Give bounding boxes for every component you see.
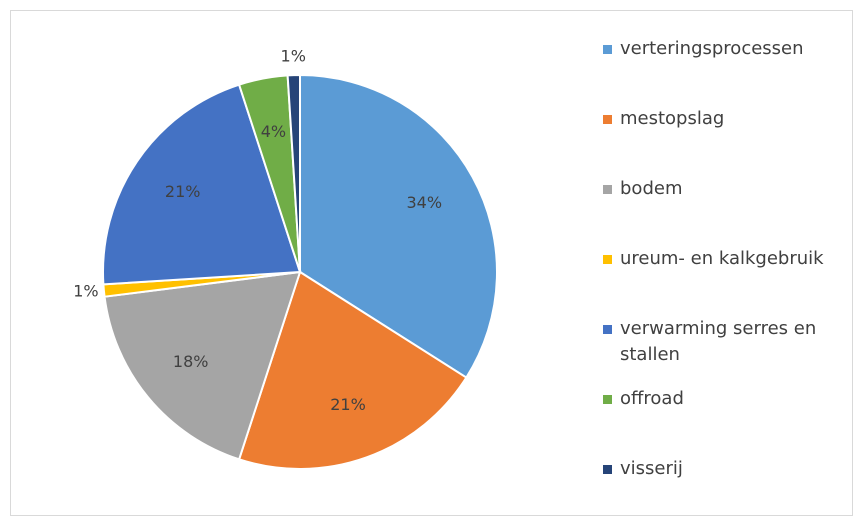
legend-item: verteringsprocessen — [603, 36, 843, 62]
legend-label: visserij — [620, 458, 683, 479]
data-label: 21% — [330, 395, 366, 414]
legend-item: verwarming serres en stallen — [603, 316, 843, 368]
legend-swatch — [603, 255, 612, 264]
legend-item: mestopslag — [603, 106, 843, 132]
legend-label: offroad — [620, 388, 684, 409]
legend-item: ureum- en kalkgebruik — [603, 246, 843, 272]
legend-label: bodem — [620, 178, 683, 199]
legend-label: verwarming serres en stallen — [620, 318, 817, 365]
data-label: 34% — [407, 193, 443, 212]
legend-swatch — [603, 45, 612, 54]
pie-slice — [237, 270, 468, 470]
pie-slice — [103, 270, 302, 461]
data-label: 4% — [261, 122, 286, 141]
legend-label: mestopslag — [620, 108, 725, 129]
legend-label: verteringsprocessen — [620, 38, 804, 59]
data-label: 18% — [173, 352, 209, 371]
legend-item: offroad — [603, 386, 843, 412]
pie-slice — [102, 83, 302, 286]
legend-swatch — [603, 185, 612, 194]
legend-swatch — [603, 395, 612, 404]
legend-swatch — [603, 325, 612, 334]
pie-slice — [299, 73, 498, 379]
chart-frame — [10, 10, 853, 516]
data-label: 1% — [73, 282, 98, 301]
legend-swatch — [603, 465, 612, 474]
data-label: 21% — [165, 182, 201, 201]
legend-swatch — [603, 115, 612, 124]
legend-item: visserij — [603, 456, 843, 482]
legend-label: ureum- en kalkgebruik — [620, 248, 824, 269]
pie-slice — [286, 73, 301, 273]
legend-item: bodem — [603, 176, 843, 202]
data-label: 1% — [281, 47, 306, 66]
